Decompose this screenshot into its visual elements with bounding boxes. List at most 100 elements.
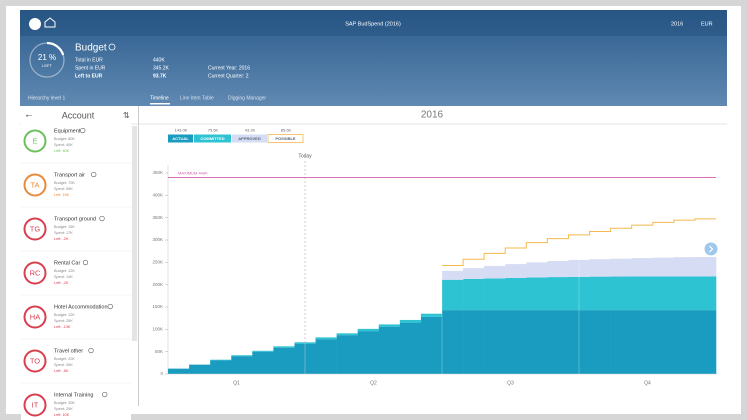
tab[interactable]: Digging Manager: [228, 95, 266, 101]
account-ring: [23, 217, 47, 241]
account-name: Transport ground: [54, 216, 96, 222]
area-step: [315, 339, 337, 374]
y-tick-label: 0: [160, 371, 163, 376]
account-left: Left: 10K: [54, 413, 70, 417]
account-info[interactable]: [102, 391, 108, 398]
y-tick-label: 350K: [152, 215, 163, 220]
account-spent: Spent: 17K: [54, 231, 73, 235]
area-step: [484, 265, 506, 279]
account-name: Hotel Accommodation: [54, 304, 108, 310]
x-tick-label: Q2: [370, 380, 377, 386]
account-budget: Budget: 80K: [54, 137, 75, 141]
tab[interactable]: Line Item Table: [180, 95, 214, 101]
area-step: [505, 310, 527, 374]
budget-row-label: Left to EUR: [75, 73, 103, 79]
sort-icon[interactable]: ⇅: [123, 111, 130, 120]
area-step: [568, 310, 590, 374]
area-step: [631, 258, 654, 277]
x-tick-label: Q3: [507, 380, 514, 386]
account-ring: [23, 129, 47, 153]
currency-menu[interactable]: EUR: [701, 21, 713, 27]
y-tick-label: 50K: [155, 349, 163, 354]
account-info[interactable]: [80, 127, 86, 134]
area-step: [168, 368, 190, 374]
y-tick-label: 400K: [152, 193, 163, 198]
area-step: [526, 262, 548, 278]
account-budget: Budget: 20K: [54, 357, 75, 361]
back-arrow[interactable]: ←: [24, 110, 34, 121]
y-tick-label: 300K: [152, 237, 163, 242]
legend-box[interactable]: [267, 134, 304, 143]
area-step: [357, 331, 380, 374]
account-budget: Budget: 12K: [54, 269, 75, 273]
possible-line: [442, 218, 716, 266]
account-spent: Spent: 25K: [54, 319, 73, 323]
budget-ring-progress: [46, 41, 65, 56]
account-info[interactable]: [91, 171, 97, 178]
year-menu[interactable]: 2016: [671, 21, 683, 27]
area-step: [652, 310, 675, 374]
legend-box[interactable]: [232, 134, 267, 143]
legend-box[interactable]: [168, 134, 193, 143]
account-spent: Spent: 14K: [54, 275, 73, 279]
area-step: [568, 276, 590, 311]
area-step: [610, 276, 632, 311]
area-step: [420, 313, 443, 317]
area-step: [484, 278, 506, 311]
y-tick-label: 100K: [152, 327, 163, 332]
account-info[interactable]: [107, 303, 113, 310]
area-step: [442, 310, 464, 374]
scrollbar[interactable]: [132, 126, 137, 341]
header: [20, 10, 727, 106]
account-left: Left: 40K: [54, 149, 70, 153]
legend-total: 75.6K: [208, 128, 219, 133]
budget-info: Current Year: 2016: [208, 65, 250, 71]
y-tick-label: 150K: [152, 304, 163, 309]
area-step: [442, 270, 464, 280]
area-step: [252, 351, 274, 374]
area-step: [336, 333, 358, 336]
legend-total: 143.0K: [175, 128, 188, 133]
account-info[interactable]: [82, 259, 89, 266]
tab-underline: [150, 103, 170, 105]
account-name: Equipment: [54, 128, 81, 134]
account-left: Left: 15K: [54, 193, 70, 197]
account-info[interactable]: [88, 347, 94, 354]
account-spent: Spent: 40K: [54, 143, 73, 147]
next-button[interactable]: [704, 242, 718, 256]
area-step: [442, 279, 464, 311]
account-spent: Spent: 20K: [54, 407, 73, 411]
y-tick-label: 450K: [152, 170, 163, 175]
logo[interactable]: [29, 18, 41, 30]
budget-title: Budget: [75, 43, 107, 54]
area-step: [631, 310, 654, 374]
area-step: [252, 350, 274, 352]
tab[interactable]: Timeline: [150, 95, 169, 101]
sidebar-title: Account: [62, 110, 95, 120]
y-tick-label: 250K: [152, 260, 163, 265]
area-step: [568, 259, 590, 277]
legend-box[interactable]: [194, 134, 231, 143]
account-left: Left: -2K: [54, 281, 69, 285]
legend-total: 43.2K: [245, 128, 256, 133]
area-step: [547, 277, 569, 311]
area-step: [694, 276, 717, 311]
account-info[interactable]: [99, 215, 105, 222]
area-step: [547, 310, 569, 374]
budget-row-label: Spent in EUR: [75, 65, 106, 71]
account-initials: HA: [30, 312, 40, 321]
area-step: [399, 322, 422, 374]
area-step: [652, 257, 675, 277]
budget-row-value: 440K: [153, 57, 165, 63]
info-icon[interactable]: [108, 43, 116, 51]
account-initials: E: [32, 136, 37, 145]
home-icon[interactable]: [44, 17, 56, 28]
account-budget: Budget: 30K: [54, 401, 75, 405]
account-initials: TG: [30, 224, 41, 233]
area-step: [694, 257, 717, 277]
account-spent: Spent: 55K: [54, 187, 73, 191]
next-chevron[interactable]: [709, 245, 714, 253]
area-step: [315, 337, 337, 340]
account-name: Travel other: [54, 348, 83, 354]
budget-info: Current Quarter: 2: [208, 73, 249, 79]
